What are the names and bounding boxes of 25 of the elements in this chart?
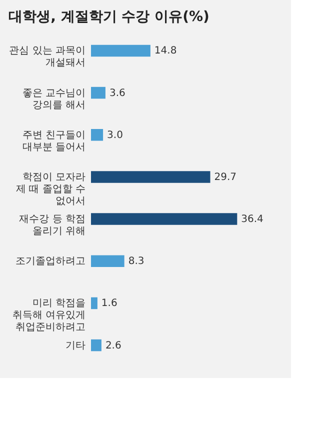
bar xyxy=(91,44,150,57)
y-tick-label: 기타 xyxy=(66,340,86,352)
bar xyxy=(91,339,102,352)
data-label: 14.8 xyxy=(154,46,177,57)
data-label: 29.7 xyxy=(214,172,237,183)
data-label: 8.3 xyxy=(128,256,144,268)
chart-title: 대학생, 계절학기 수강 이유(%) xyxy=(8,9,210,25)
y-tick-label: 재수강 등 학점 올리기 위해 xyxy=(19,214,86,238)
bar xyxy=(91,128,104,141)
bar xyxy=(91,86,106,99)
data-label: 3.0 xyxy=(107,130,123,141)
bar xyxy=(91,255,124,268)
y-tick-label: 미리 학점을 취득해 여유있게 취업준비하려고 xyxy=(12,298,86,334)
data-label: 36.4 xyxy=(241,214,264,226)
y-tick-label: 학점이 모자라 제 때 졸업할 수 없어서 xyxy=(16,172,86,207)
bar xyxy=(91,297,98,310)
y-tick-label: 주변 친구들이 대부분 들어서 xyxy=(22,130,86,153)
data-label: 1.6 xyxy=(101,298,118,310)
y-tick-label: 관심 있는 과목이 개설돼서 xyxy=(9,46,86,69)
bar xyxy=(91,171,210,183)
data-label: 2.6 xyxy=(105,340,122,352)
data-label: 3.6 xyxy=(109,88,126,99)
y-tick-label: 조기졸업하려고 xyxy=(16,256,86,268)
bar xyxy=(91,213,238,225)
y-tick-label: 좋은 교수님이 강의를 해서 xyxy=(22,88,86,111)
